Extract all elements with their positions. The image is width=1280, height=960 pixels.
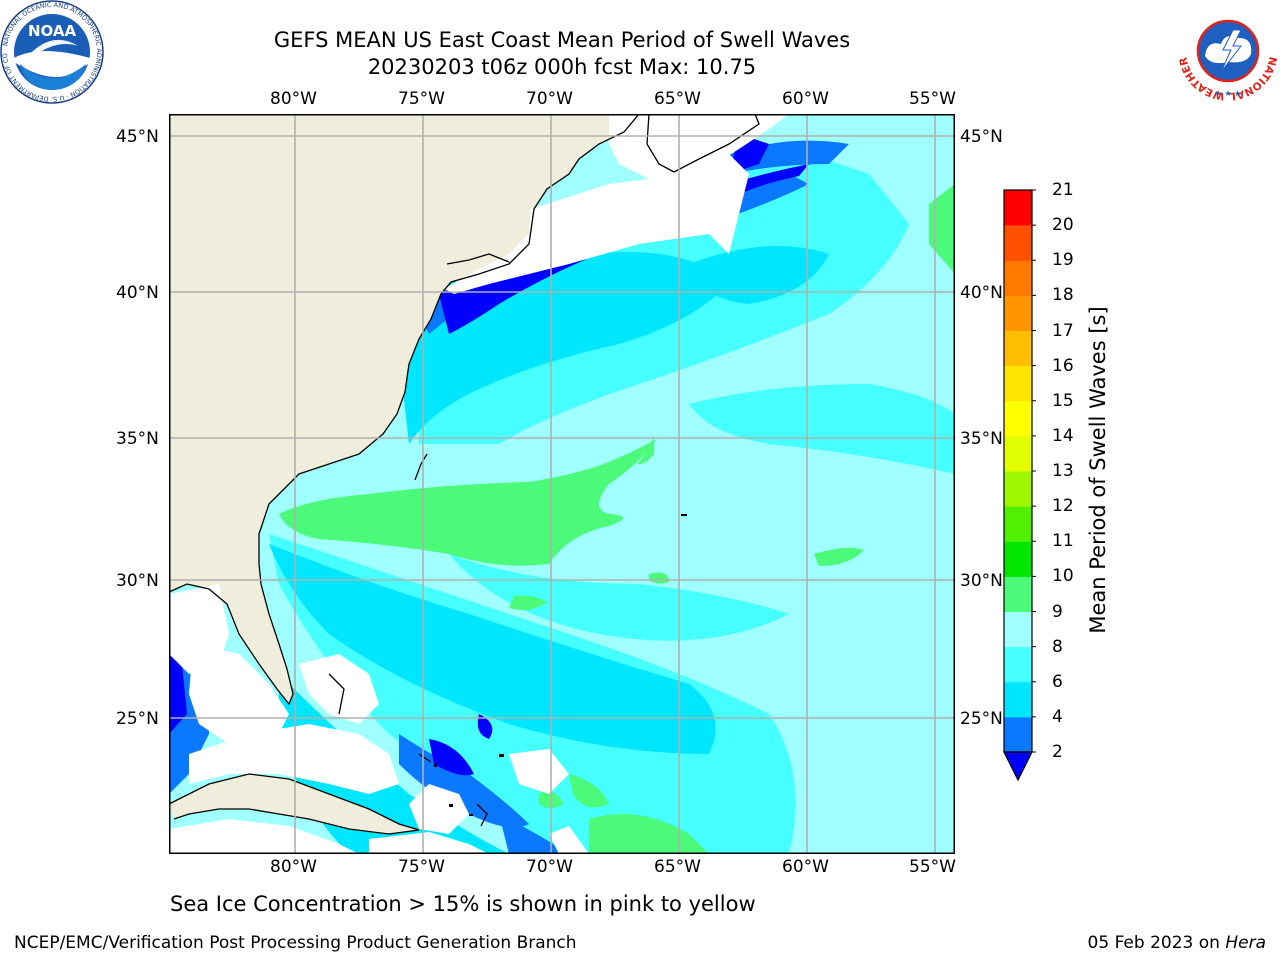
colorbar-band: [1004, 435, 1032, 472]
footer-date: 05 Feb 2023 on Hera: [1087, 933, 1266, 953]
lon-label-bottom-70w: 70°W: [526, 857, 573, 877]
svg-text:★ ★ ★: ★ ★ ★: [1215, 89, 1242, 98]
no-data-areas: [169, 114, 789, 854]
lat-label-right-30n: 30°N: [960, 571, 1003, 591]
colorbar-band: [1004, 541, 1032, 577]
lon-label-top-75w: 75°W: [398, 89, 445, 109]
sea-ice-note: Sea Ice Concentration > 15% is shown in …: [170, 892, 756, 916]
island-marks: [434, 514, 687, 816]
colorbar-band: [1004, 260, 1032, 296]
chart-title: GEFS MEAN US East Coast Mean Period of S…: [273, 28, 851, 52]
lat-label-left-25n: 25°N: [116, 709, 159, 729]
colorbar-band: [1004, 576, 1032, 612]
colorbar-tick-label: 15: [1052, 390, 1074, 411]
colorbar-tick-label: 21: [1052, 180, 1074, 200]
colorbar-band: [1004, 471, 1032, 507]
colorbar-tick-label: 11: [1052, 531, 1074, 552]
lon-label-bottom-65w: 65°W: [654, 857, 701, 877]
footer-host: Hera: [1225, 933, 1266, 953]
colorbar-band: [1004, 506, 1032, 542]
noaa-logo-text: NOAA: [28, 22, 77, 40]
lon-label-bottom-80w: 80°W: [270, 857, 317, 877]
lon-label-bottom-75w: 75°W: [398, 857, 445, 877]
lat-label-right-45n: 45°N: [960, 127, 1003, 147]
colorbar-under-triangle: [1003, 751, 1033, 782]
colorbar-tick-label: 16: [1052, 355, 1074, 376]
colorbar-tick-label: 9: [1052, 601, 1063, 622]
lon-label-top-65w: 65°W: [654, 89, 701, 109]
colorbar-tick-label: 12: [1052, 496, 1074, 517]
colorbar-band: [1004, 646, 1032, 683]
lat-label-right-25n: 25°N: [960, 709, 1003, 729]
lat-label-right-35n: 35°N: [960, 429, 1003, 449]
colorbar-tick-label: 6: [1052, 671, 1063, 692]
colorbar-tick-label: 17: [1052, 320, 1074, 341]
lon-label-bottom-55w: 55°W: [909, 857, 956, 877]
swell-period-map: [169, 114, 955, 854]
colorbar-band: [1004, 330, 1032, 367]
noaa-logo-icon: NATIONAL OCEANIC AND ATMOSPHERIC ADMINIS…: [0, 0, 104, 104]
lat-label-left-30n: 30°N: [116, 571, 159, 591]
colorbar-tick-label: 8: [1052, 636, 1063, 657]
colorbar-band: [1004, 365, 1032, 402]
colorbar-band: [1004, 611, 1032, 648]
footer-credit: NCEP/EMC/Verification Post Processing Pr…: [14, 933, 577, 953]
colorbar-band: [1004, 400, 1032, 437]
colorbar-band: [1004, 295, 1032, 331]
lon-label-bottom-60w: 60°W: [782, 857, 829, 877]
colorbar-band: [1004, 681, 1032, 718]
lon-label-top-60w: 60°W: [782, 89, 829, 109]
lat-label-left-35n: 35°N: [116, 429, 159, 449]
nws-logo-icon: NATIONAL WEATHER SERVICE ★ ★ ★: [1177, 0, 1279, 102]
colorbar: [1003, 189, 1036, 782]
colorbar-tick-label: 14: [1052, 425, 1074, 446]
lon-label-top-80w: 80°W: [270, 89, 317, 109]
lat-label-left-40n: 40°N: [116, 283, 159, 303]
colorbar-band: [1004, 716, 1032, 753]
colorbar-tick-label: 19: [1052, 250, 1074, 271]
chart-subtitle: 20230203 t06z 000h fcst Max: 10.75: [367, 55, 757, 79]
colorbar-band: [1004, 225, 1032, 261]
lat-label-right-40n: 40°N: [960, 283, 1003, 303]
colorbar-tick-label: 20: [1052, 215, 1074, 236]
lat-label-left-45n: 45°N: [116, 127, 159, 147]
colorbar-tick-label: 10: [1052, 566, 1074, 587]
colorbar-tick-label: 13: [1052, 461, 1074, 481]
lon-label-top-70w: 70°W: [526, 89, 573, 109]
lon-label-top-55w: 55°W: [909, 89, 956, 109]
colorbar-tick-label: 2: [1052, 742, 1063, 762]
map-gridlines: [169, 114, 955, 854]
colorbar-tick-label: 4: [1052, 706, 1063, 727]
colorbar-tick-label: 18: [1052, 285, 1074, 306]
colorbar-band-top: [1004, 190, 1032, 226]
map-frame: [169, 114, 955, 854]
coastlines: [169, 114, 760, 835]
